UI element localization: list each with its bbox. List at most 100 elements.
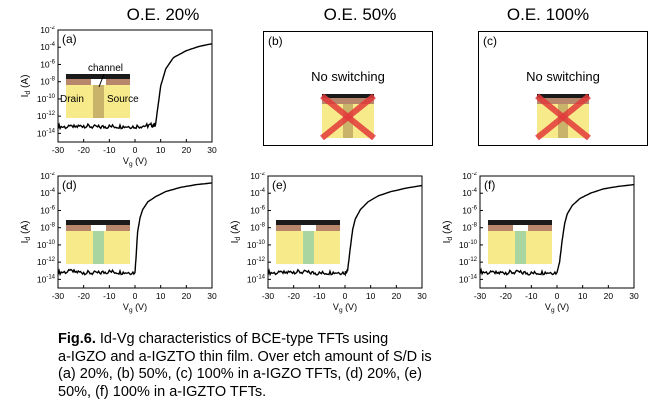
x-tick-label: 0 [343, 291, 348, 301]
y-tick-label: 10-10 [459, 240, 478, 250]
y-tick-label: 10-14 [459, 274, 478, 284]
x-tick-label: -10 [525, 291, 538, 301]
y-axis-label: Id (A) [20, 75, 32, 98]
inset-layer-dark [66, 74, 130, 79]
panel-label-c: (c) [483, 34, 497, 48]
y-tick-exponent: -10 [46, 240, 55, 246]
y-tick-exponent: -6 [472, 205, 478, 211]
y-tick-label: 10-2 [462, 172, 477, 181]
y-tick-exponent: -8 [472, 223, 478, 229]
panel-label-b: (b) [268, 34, 283, 48]
x-tick-label: 10 [156, 291, 166, 301]
no-switching-label-b: No switching [311, 69, 385, 84]
y-tick-label: 10-6 [40, 59, 55, 69]
x-axis-label: Vg (V) [123, 302, 147, 314]
y-tick-exponent: -4 [260, 188, 266, 194]
chart-panel-a: (a) -30 -20 -10 0 10 20 30 10-2 10-4 10-6 10-8 10-10… [20, 26, 217, 168]
x-tick-label: 30 [207, 145, 217, 155]
x-tick-label: 10 [366, 291, 376, 301]
y-tick-exponent: -10 [256, 240, 265, 246]
y-tick-label: 10-12 [459, 257, 478, 267]
series-line [479, 183, 635, 276]
y-tick-label: 10-8 [462, 223, 477, 233]
inset-channel [93, 85, 104, 118]
inset-etch-gap [91, 79, 106, 85]
y-tick-label: 10-6 [40, 205, 55, 215]
panel-label: (e) [272, 178, 287, 192]
y-tick-exponent: -8 [50, 77, 56, 83]
y-axis-label: Id (A) [20, 221, 32, 244]
y-tick-exponent: -12 [46, 257, 55, 263]
y-tick-label: 10-14 [247, 274, 266, 284]
inset-device [66, 220, 130, 264]
y-tick-label: 10-12 [37, 257, 56, 267]
x-tick-label: 30 [207, 291, 217, 301]
y-tick-label: 10-8 [40, 77, 55, 87]
caption-line-1: Fig.6. Id-Vg characteristics of BCE-type… [58, 331, 656, 349]
y-tick-exponent: -2 [260, 172, 266, 177]
inset-drain-label: Drain [60, 94, 84, 105]
x-tick-label: 10 [578, 291, 588, 301]
y-tick-exponent: -14 [256, 274, 265, 280]
x-axis-label: Vg (V) [545, 302, 569, 314]
x-tick-label: 20 [604, 291, 614, 301]
series-line [57, 182, 213, 277]
y-tick-label: 10-2 [250, 172, 265, 181]
y-tick-exponent: -4 [50, 42, 56, 48]
y-tick-exponent: -6 [50, 59, 56, 65]
x-tick-label: 20 [182, 145, 192, 155]
inset-channel [303, 231, 314, 264]
y-tick-exponent: -10 [468, 240, 477, 246]
y-tick-exponent: -14 [46, 274, 55, 280]
x-tick-label: 0 [133, 291, 138, 301]
y-tick-label: 10-6 [250, 205, 265, 215]
x-tick-label: 30 [417, 291, 427, 301]
panel-c: (c) No switching [478, 31, 648, 146]
x-tick-label: 0 [555, 291, 560, 301]
x-tick-label: -30 [262, 291, 275, 301]
panel-b: (b) No switching [263, 31, 433, 146]
y-tick-label: 10-2 [40, 26, 55, 35]
y-tick-label: 10-4 [40, 42, 55, 52]
figure-caption: Fig.6. Id-Vg characteristics of BCE-type… [58, 331, 656, 401]
y-tick-label: 10-8 [40, 223, 55, 233]
y-tick-exponent: -6 [50, 205, 56, 211]
inset-channel [515, 231, 526, 264]
chart-panel-f: (f) -30 -20 -10 0 10 20 30 10-2 10-4 10-6 10-8 10-10… [442, 172, 639, 314]
panel-label: (d) [62, 178, 77, 192]
inset-device [276, 220, 340, 264]
y-tick-label: 10-10 [37, 240, 56, 250]
x-tick-label: 20 [392, 291, 402, 301]
x-tick-label: -20 [288, 291, 301, 301]
x-tick-label: -10 [103, 291, 116, 301]
inset-layer-dark [488, 220, 552, 225]
panel-label: (f) [484, 178, 495, 192]
x-tick-label: -20 [78, 291, 91, 301]
no-switching-label-c: No switching [526, 69, 600, 84]
series-line [57, 43, 213, 131]
x-tick-label: 20 [182, 291, 192, 301]
y-axis-label: Id (A) [442, 221, 454, 244]
x-tick-label: 30 [629, 291, 639, 301]
y-tick-label: 10-10 [247, 240, 266, 250]
inset-device [488, 220, 552, 264]
y-tick-label: 10-10 [37, 94, 56, 104]
y-tick-exponent: -8 [260, 223, 266, 229]
inset-channel-pointer [98, 73, 105, 88]
column-title-oe100: O.E. 100% [506, 5, 590, 24]
y-tick-label: 10-4 [462, 188, 477, 198]
inset-etch-gap [301, 225, 316, 231]
x-tick-label: 0 [133, 145, 138, 155]
y-tick-label: 10-12 [247, 257, 266, 267]
y-tick-exponent: -2 [472, 172, 478, 177]
y-tick-exponent: -2 [50, 172, 56, 177]
inset-device: channel Drain Source [60, 63, 139, 118]
x-tick-label: -20 [500, 291, 513, 301]
x-tick-label: -20 [78, 145, 91, 155]
series-line [267, 184, 423, 277]
caption-fig-label: Fig.6. [58, 331, 96, 347]
inset-device-crossed-c [535, 93, 591, 140]
y-tick-exponent: -12 [256, 257, 265, 263]
x-tick-label: -30 [52, 291, 65, 301]
